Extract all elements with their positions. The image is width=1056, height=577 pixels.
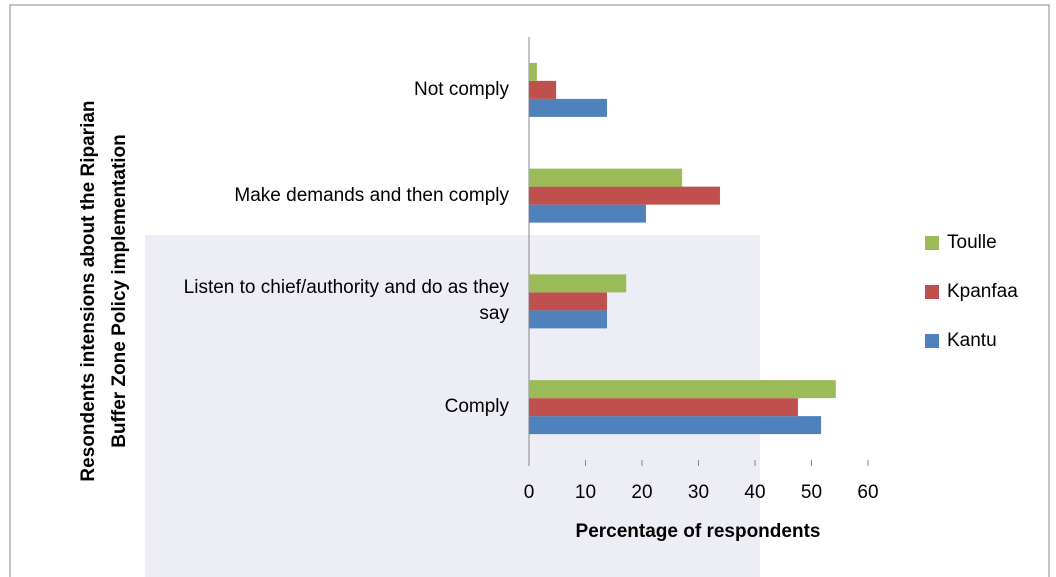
- legend-swatch: [925, 285, 939, 299]
- bar: [529, 310, 607, 329]
- legend-label: Kpanfaa: [947, 281, 1018, 302]
- bar: [529, 204, 646, 223]
- x-tick-label: 60: [857, 482, 878, 503]
- bar: [529, 62, 537, 81]
- bar: [529, 292, 607, 311]
- x-axis-title: Percentage of respondents: [576, 521, 821, 542]
- y-tick-label: Not comply: [413, 78, 509, 100]
- y-tick-label: Make demands and then comply: [234, 184, 509, 206]
- y-axis-title: Resondents intensions about the Riparian…: [78, 100, 130, 482]
- chart-border: [9, 4, 1050, 577]
- x-tick-label: 20: [631, 482, 652, 503]
- y-tick-label: Listen to chief/authority and do as they…: [183, 277, 509, 325]
- legend-swatch: [925, 334, 939, 348]
- x-tick-label: 50: [801, 482, 822, 503]
- bar: [529, 380, 836, 399]
- bar: [529, 416, 822, 435]
- bar: [529, 398, 798, 417]
- bar: [529, 274, 627, 293]
- x-tick-label: 10: [575, 482, 596, 503]
- legend-label: Toulle: [947, 232, 997, 253]
- x-tick-label: 0: [524, 482, 535, 503]
- y-tick-label: Comply: [444, 396, 509, 418]
- x-tick-label: 30: [688, 482, 709, 503]
- bar: [529, 98, 607, 117]
- bar: [529, 186, 720, 205]
- legend-swatch: [925, 236, 939, 250]
- x-tick-label: 40: [744, 482, 765, 503]
- bar: [529, 168, 683, 187]
- bar: [529, 80, 557, 99]
- legend-label: Kantu: [947, 330, 997, 351]
